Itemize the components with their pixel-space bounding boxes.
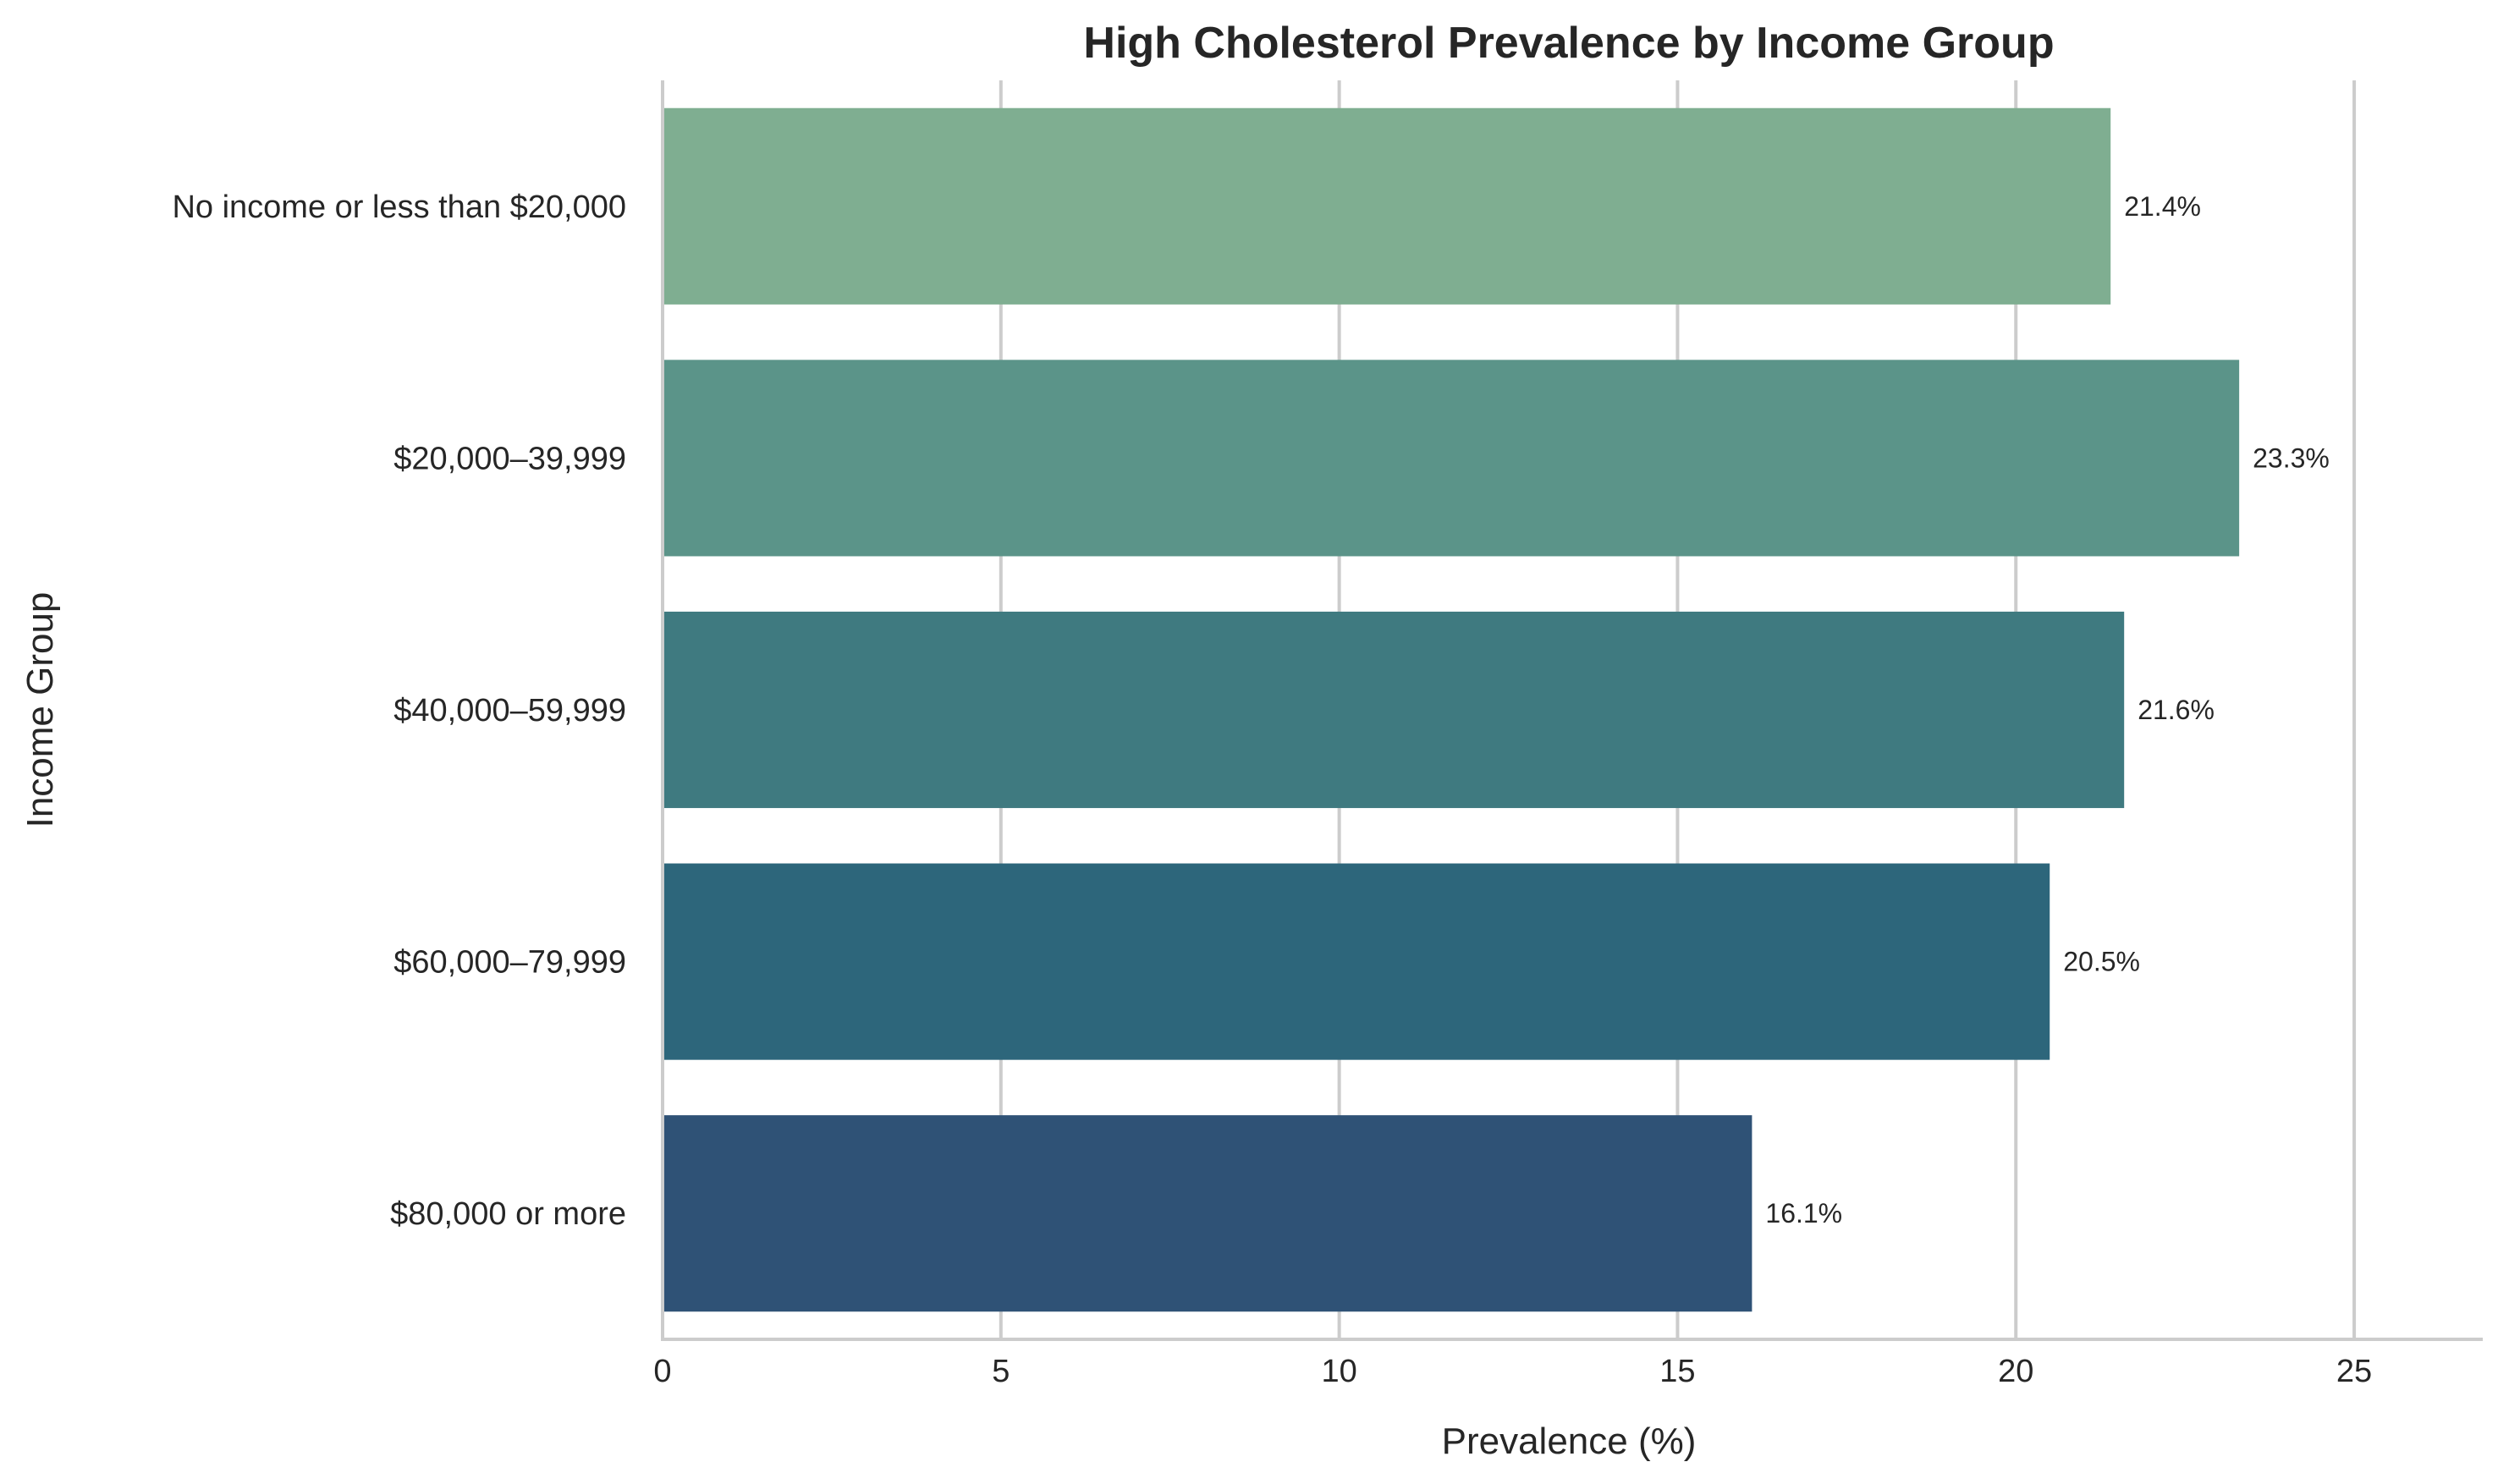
data-labels: 21.4% 23.3% 21.6% 20.5% 16.1%: [1765, 191, 2329, 1228]
y-tick-label: $60,000–79,999: [393, 945, 626, 981]
bar: [663, 107, 2111, 305]
axes: [661, 80, 2483, 1341]
x-tick-label: 5: [992, 1354, 1010, 1389]
bar: [663, 1115, 1752, 1312]
bars: [663, 107, 2240, 1312]
y-tick-label: $20,000–39,999: [393, 441, 626, 476]
tick-labels: 0 5 10 15 20 25 No income or less than $20,000…: [172, 190, 2372, 1389]
bar-value-label: 21.6%: [2138, 695, 2215, 725]
chart-title: High Cholesterol Prevalence by Income Gr…: [1083, 19, 2054, 68]
x-tick-label: 20: [1998, 1354, 2033, 1389]
bar: [663, 863, 2050, 1060]
bar: [663, 611, 2125, 809]
bar: [663, 360, 2240, 557]
bar-value-label: 16.1%: [1765, 1198, 1842, 1228]
bar-value-label: 23.3%: [2253, 442, 2330, 473]
x-axis-label: Prevalence (%): [1442, 1421, 1697, 1462]
x-tick-label: 0: [653, 1354, 671, 1389]
bar-value-label: 21.4%: [2124, 191, 2201, 222]
y-tick-label: $40,000–59,999: [393, 693, 626, 728]
bar-value-label: 20.5%: [2063, 947, 2140, 977]
x-tick-label: 15: [1659, 1354, 1695, 1389]
y-axis-label: Income Group: [19, 592, 61, 828]
y-tick-label: No income or less than $20,000: [172, 190, 626, 225]
x-tick-label: 10: [1321, 1354, 1356, 1389]
x-tick-label: 25: [2336, 1354, 2372, 1389]
y-tick-label: $80,000 or more: [390, 1196, 626, 1232]
